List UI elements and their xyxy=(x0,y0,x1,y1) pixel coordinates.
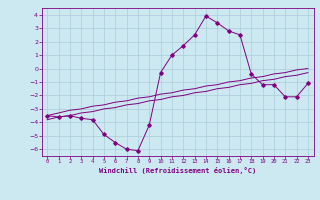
X-axis label: Windchill (Refroidissement éolien,°C): Windchill (Refroidissement éolien,°C) xyxy=(99,167,256,174)
